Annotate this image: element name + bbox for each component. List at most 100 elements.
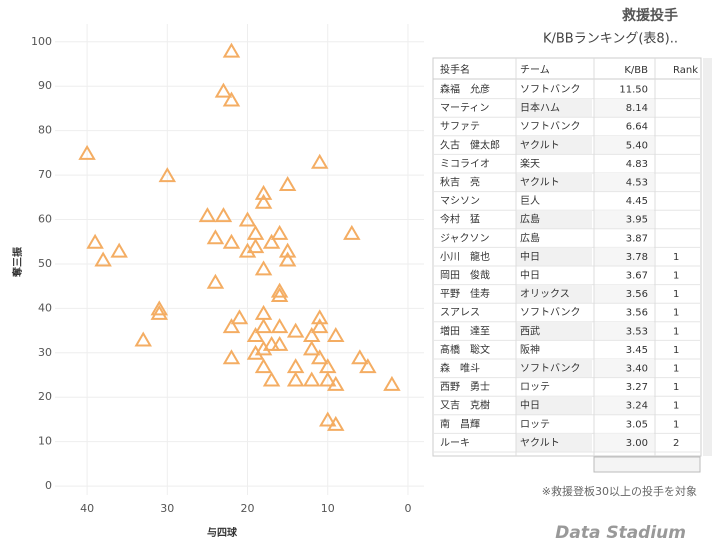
y-tick-label: 30 [38, 346, 52, 359]
table-cell: 3.00 [626, 438, 648, 449]
table-cell: ミコライオ [440, 158, 490, 170]
table-cell: 巨人 [520, 195, 540, 207]
point [278, 242, 297, 258]
point [158, 167, 177, 183]
table-cell: ソフトバンク [520, 307, 581, 319]
table-cell: 森福 允彦 [440, 83, 490, 96]
table-cell: マシソン [440, 196, 480, 207]
table-cell: ヤクルト [520, 177, 560, 189]
table-cell: 3.27 [626, 382, 648, 393]
y-tick-label: 90 [38, 79, 52, 92]
table-cell: 6.64 [626, 122, 648, 133]
table-cell: 中日 [520, 399, 540, 412]
table-cell: 広島 [520, 213, 540, 226]
cell-bg [594, 135, 654, 155]
cell-bg [516, 98, 592, 118]
point [278, 251, 297, 267]
table-header: チーム [520, 64, 550, 76]
table-cell: ソフトバンク [520, 363, 581, 375]
point [254, 358, 273, 374]
table-cell: 1 [673, 364, 679, 375]
point [318, 371, 337, 387]
table-cell: 4.83 [626, 159, 648, 170]
point [302, 371, 321, 387]
table-cell: 西野 勇士 [440, 380, 490, 393]
y-tick-label: 60 [38, 213, 52, 226]
x-tick-label: 20 [241, 502, 255, 515]
point [270, 224, 289, 240]
table-header: K/BB [624, 65, 648, 76]
point [254, 193, 273, 209]
table-cell: 3.56 [626, 308, 648, 319]
y-tick-label: 70 [38, 168, 52, 181]
table-cell: 中日 [520, 269, 540, 282]
point [286, 322, 305, 338]
table-cell: 3.95 [626, 215, 648, 226]
table-cell: 8.14 [626, 103, 648, 114]
table-cell: 西武 [520, 324, 540, 337]
logo: Data Stadium [555, 523, 686, 543]
point [383, 375, 401, 391]
cell-bg [594, 210, 654, 229]
table-cell: ヤクルト [520, 437, 560, 449]
x-tick-label: 40 [80, 502, 94, 515]
table-cell: 3.40 [626, 364, 648, 375]
cell-bg [594, 359, 654, 378]
v-scrollbar[interactable] [703, 58, 712, 456]
table-header: Rank [673, 65, 698, 76]
x-axis-label: 与四球 [207, 526, 238, 539]
point [222, 91, 241, 107]
table-cell: 広島 [520, 231, 540, 244]
cell-bg [516, 210, 592, 229]
table-cell: 3.05 [626, 419, 648, 430]
cell-bg [594, 396, 654, 415]
point [94, 251, 112, 267]
table-cell: 3.45 [626, 345, 648, 356]
table-cell: 楽天 [520, 157, 540, 170]
point [310, 349, 329, 365]
table-cell: 久古 健太郎 [440, 138, 500, 151]
table-cell: 3.56 [626, 289, 648, 300]
point [327, 375, 345, 391]
cell-bg [516, 433, 592, 452]
point [254, 340, 273, 356]
table-cell: 1 [673, 345, 679, 356]
table-cell: 今村 猛 [440, 213, 480, 226]
table-cell: サファテ [440, 121, 480, 133]
table-cell: ソフトバンク [520, 84, 581, 96]
h-scrollbar[interactable] [593, 456, 701, 473]
x-tick-label: 0 [404, 502, 411, 515]
cell-bg [594, 321, 654, 341]
table-cell: ジャクソン [440, 232, 490, 244]
point [270, 335, 289, 351]
y-tick-label: 0 [45, 479, 52, 492]
cell-bg [516, 396, 592, 415]
panel-subtitle: K/BBランキング(表8).. [543, 32, 678, 47]
table-cell: 1 [673, 419, 679, 430]
cell-bg [516, 135, 592, 155]
point [230, 309, 249, 325]
point [343, 224, 361, 240]
table-cell: 森 唯斗 [440, 362, 480, 375]
table-cell: 3.87 [626, 233, 648, 244]
point [78, 144, 96, 160]
table-cell: 3.24 [626, 401, 648, 412]
table-cell: 1 [673, 382, 679, 393]
table-cell: 小川 龍也 [440, 250, 490, 263]
point [254, 260, 273, 276]
cell-bg [594, 98, 654, 118]
table-cell: マーティン [440, 103, 489, 114]
point [327, 415, 345, 431]
table-cell: 4.45 [626, 196, 648, 207]
point [238, 211, 257, 227]
table-cell: 1 [673, 326, 679, 337]
table-cell: 平野 佳寿 [440, 287, 490, 300]
point [310, 153, 329, 169]
point [286, 371, 305, 387]
point [134, 331, 152, 347]
table-cell: 3.78 [626, 252, 648, 263]
table-cell: 5.40 [626, 140, 648, 151]
point [246, 327, 265, 343]
cell-bg [594, 247, 654, 266]
